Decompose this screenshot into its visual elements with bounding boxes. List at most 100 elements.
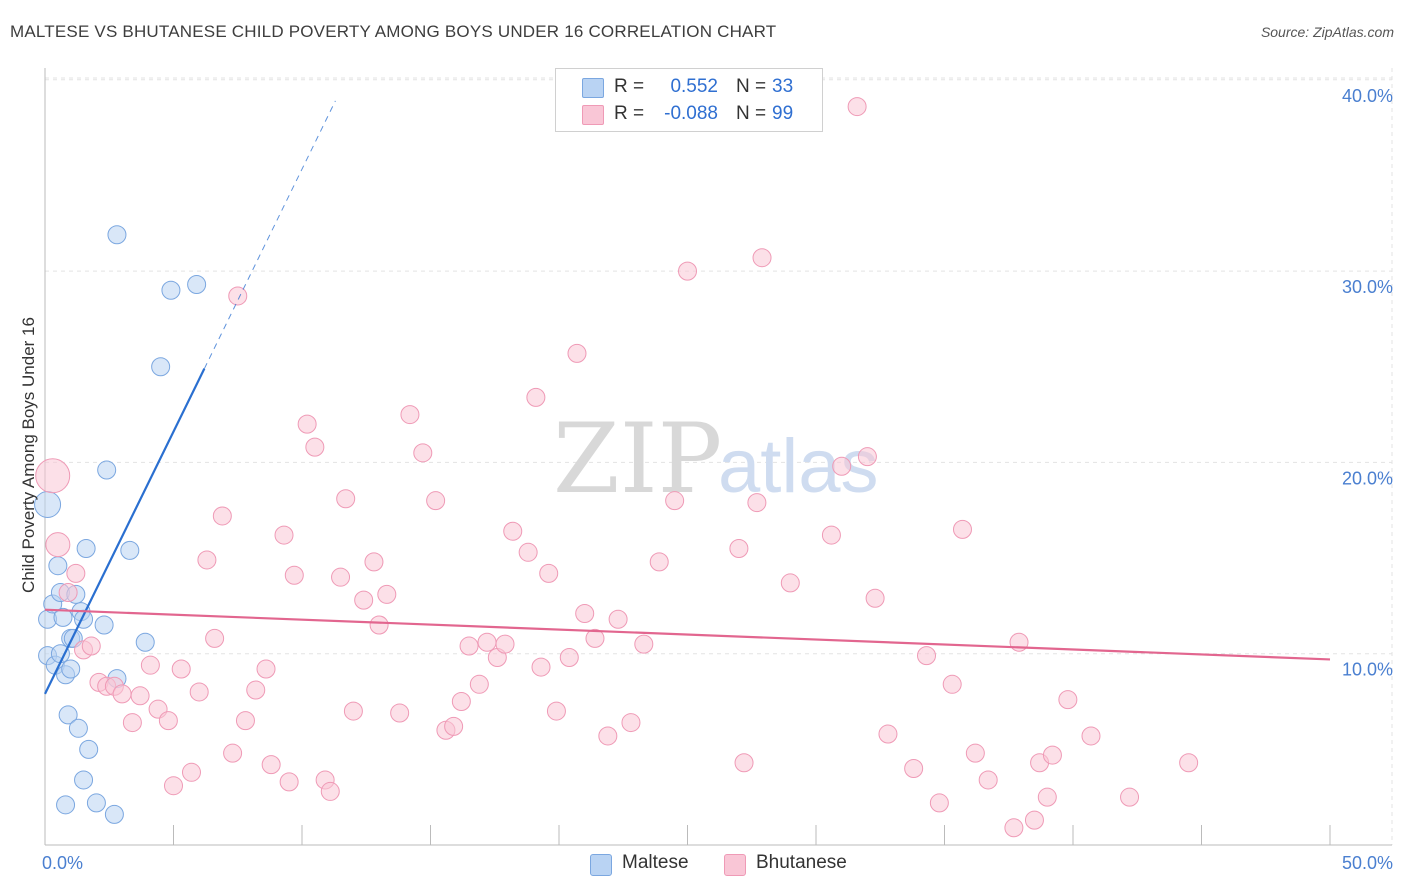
bhutanese-point bbox=[904, 758, 924, 778]
bhutanese-point bbox=[112, 684, 132, 704]
bhutanese-point bbox=[1120, 787, 1140, 807]
bhutanese-point bbox=[171, 659, 191, 679]
legend-label: Maltese bbox=[622, 852, 689, 873]
bhutanese-point bbox=[331, 567, 351, 587]
maltese-point bbox=[151, 357, 171, 377]
bhutanese-point bbox=[305, 437, 325, 457]
bhutanese-point bbox=[284, 565, 304, 585]
tick-labels: 10.0% 20.0% 30.0% 40.0% 0.0% 50.0% bbox=[42, 86, 1393, 873]
bhutanese-point bbox=[369, 615, 389, 635]
bhutanese-point bbox=[320, 781, 340, 801]
watermark-atlas: atlas bbox=[718, 424, 879, 509]
maltese-trend-extension bbox=[203, 100, 336, 369]
bhutanese-point bbox=[1179, 753, 1199, 773]
bhutanese-point bbox=[978, 770, 998, 790]
y-tick-label: 10.0% bbox=[1342, 660, 1393, 680]
bhutanese-point bbox=[585, 628, 605, 648]
bhutanese-point bbox=[952, 519, 972, 539]
maltese-point bbox=[34, 490, 62, 518]
bhutanese-point bbox=[400, 405, 420, 425]
bhutanese-point bbox=[197, 550, 217, 570]
bhutanese-point bbox=[1024, 810, 1044, 830]
bhutanese-point bbox=[354, 590, 374, 610]
bhutanese-point bbox=[1058, 690, 1078, 710]
bhutanese-point bbox=[929, 793, 949, 813]
maltese-point bbox=[48, 556, 68, 576]
bhutanese-point bbox=[246, 680, 266, 700]
maltese-point bbox=[86, 793, 106, 813]
maltese-point bbox=[56, 795, 76, 815]
bhutanese-point bbox=[734, 753, 754, 773]
maltese-point bbox=[135, 632, 155, 652]
bhutanese-point bbox=[58, 582, 78, 602]
r-label: R = bbox=[614, 103, 645, 124]
bhutanese-point bbox=[832, 456, 852, 476]
bhutanese-point bbox=[477, 632, 497, 652]
bhutanese-point bbox=[752, 248, 772, 268]
bhutanese-point bbox=[575, 604, 595, 624]
bhutanese-point bbox=[729, 538, 749, 558]
bhutanese-point bbox=[942, 674, 962, 694]
legend-label: Bhutanese bbox=[756, 852, 847, 873]
bhutanese-point bbox=[469, 674, 489, 694]
maltese-point bbox=[58, 705, 78, 725]
bhutanese-point bbox=[503, 521, 523, 541]
bhutanese-point bbox=[495, 634, 515, 654]
maltese-point bbox=[104, 804, 124, 824]
maltese-point bbox=[61, 659, 81, 679]
maltese-legend-swatch bbox=[590, 854, 612, 876]
y-tick-label: 40.0% bbox=[1342, 86, 1393, 106]
maltese-point bbox=[74, 770, 94, 790]
bhutanese-point bbox=[35, 458, 71, 494]
bhutanese-point bbox=[857, 447, 877, 467]
maltese-point bbox=[76, 538, 96, 558]
bhutanese-point bbox=[546, 701, 566, 721]
bhutanese-point bbox=[747, 493, 767, 513]
maltese-point bbox=[94, 615, 114, 635]
n-value: 33 bbox=[772, 76, 794, 97]
maltese-point bbox=[107, 225, 127, 245]
bhutanese-point bbox=[567, 343, 587, 363]
bhutanese-point bbox=[390, 703, 410, 723]
source-label: Source: ZipAtlas.com bbox=[1260, 24, 1394, 40]
y-axis-label: Child Poverty Among Boys Under 16 bbox=[19, 317, 38, 593]
bhutanese-point bbox=[81, 636, 101, 656]
bhutanese-point bbox=[451, 692, 471, 712]
data-points bbox=[34, 97, 1199, 838]
bhutanese-point bbox=[847, 97, 867, 117]
bhutanese-point bbox=[140, 655, 160, 675]
bhutanese-point bbox=[377, 584, 397, 604]
watermark-zip: ZIP bbox=[553, 403, 722, 515]
stats-row-maltese: R = 0.552 N = 33 bbox=[556, 74, 822, 100]
bhutanese-point bbox=[122, 713, 142, 733]
maltese-swatch bbox=[582, 78, 604, 98]
stats-row-bhutanese: R = -0.088 N = 99 bbox=[556, 101, 822, 127]
bhutanese-point bbox=[559, 648, 579, 668]
x-tick-label: 0.0% bbox=[42, 853, 83, 873]
maltese-point bbox=[161, 280, 181, 300]
bhutanese-point bbox=[1004, 818, 1024, 838]
bhutanese-swatch bbox=[582, 105, 604, 125]
r-label: R = bbox=[614, 76, 645, 97]
bhutanese-point bbox=[66, 563, 86, 583]
bhutanese-point bbox=[621, 713, 641, 733]
bhutanese-point bbox=[364, 552, 384, 572]
bhutanese-point bbox=[878, 724, 898, 744]
bhutanese-point bbox=[678, 261, 697, 281]
maltese-point bbox=[187, 274, 207, 294]
maltese-point bbox=[68, 718, 88, 738]
trend-lines bbox=[44, 100, 1331, 695]
r-value: 0.552 bbox=[670, 76, 718, 97]
bhutanese-point bbox=[205, 628, 225, 648]
bhutanese-point bbox=[1042, 745, 1062, 765]
bhutanese-point bbox=[212, 506, 232, 526]
bhutanese-point bbox=[965, 743, 985, 763]
x-tick-label: 50.0% bbox=[1342, 853, 1393, 873]
y-tick-label: 20.0% bbox=[1342, 468, 1393, 488]
bhutanese-legend-swatch bbox=[724, 854, 746, 876]
bhutanese-point bbox=[780, 573, 800, 593]
bhutanese-point bbox=[518, 542, 538, 562]
bhutanese-point bbox=[336, 489, 356, 509]
stats-box: R = 0.552 N = 33 R = -0.088 N = 99 bbox=[555, 68, 823, 132]
